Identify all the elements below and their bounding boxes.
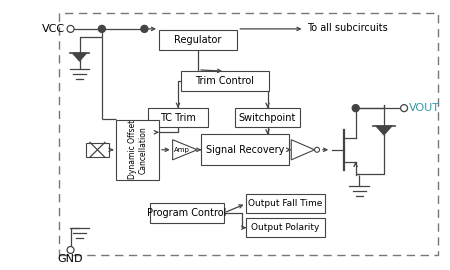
Text: GND: GND xyxy=(58,254,83,264)
Text: Switchpoint: Switchpoint xyxy=(239,113,296,123)
Bar xyxy=(150,203,224,222)
Polygon shape xyxy=(291,140,315,160)
Bar xyxy=(202,134,289,165)
Text: Dynamic Offset
Cancellation: Dynamic Offset Cancellation xyxy=(128,120,148,179)
Circle shape xyxy=(67,25,74,32)
Bar xyxy=(235,108,300,127)
Text: Amp: Amp xyxy=(174,147,190,153)
Bar xyxy=(86,143,109,157)
Bar xyxy=(59,13,438,255)
Text: Output Polarity: Output Polarity xyxy=(251,223,320,232)
Text: Trim Control: Trim Control xyxy=(195,76,255,86)
Text: TC Trim: TC Trim xyxy=(160,113,196,123)
Circle shape xyxy=(400,105,408,112)
Text: VOUT: VOUT xyxy=(409,103,440,113)
Polygon shape xyxy=(173,140,197,160)
Bar xyxy=(159,30,237,50)
Circle shape xyxy=(141,25,148,32)
Circle shape xyxy=(352,105,359,112)
Text: Regulator: Regulator xyxy=(175,35,222,45)
Bar xyxy=(246,218,324,237)
Bar xyxy=(117,120,159,180)
Circle shape xyxy=(99,25,105,32)
Bar xyxy=(148,108,208,127)
Polygon shape xyxy=(376,126,392,135)
Text: To all subcircuits: To all subcircuits xyxy=(307,23,387,33)
Text: Program Control: Program Control xyxy=(147,208,227,218)
Text: Output Fall Time: Output Fall Time xyxy=(248,199,323,208)
Circle shape xyxy=(315,147,319,152)
Circle shape xyxy=(67,247,74,254)
Text: Signal Recovery: Signal Recovery xyxy=(206,145,284,155)
Text: VCC: VCC xyxy=(41,24,64,34)
Polygon shape xyxy=(72,53,86,61)
Bar xyxy=(181,71,269,91)
Bar xyxy=(246,194,324,213)
